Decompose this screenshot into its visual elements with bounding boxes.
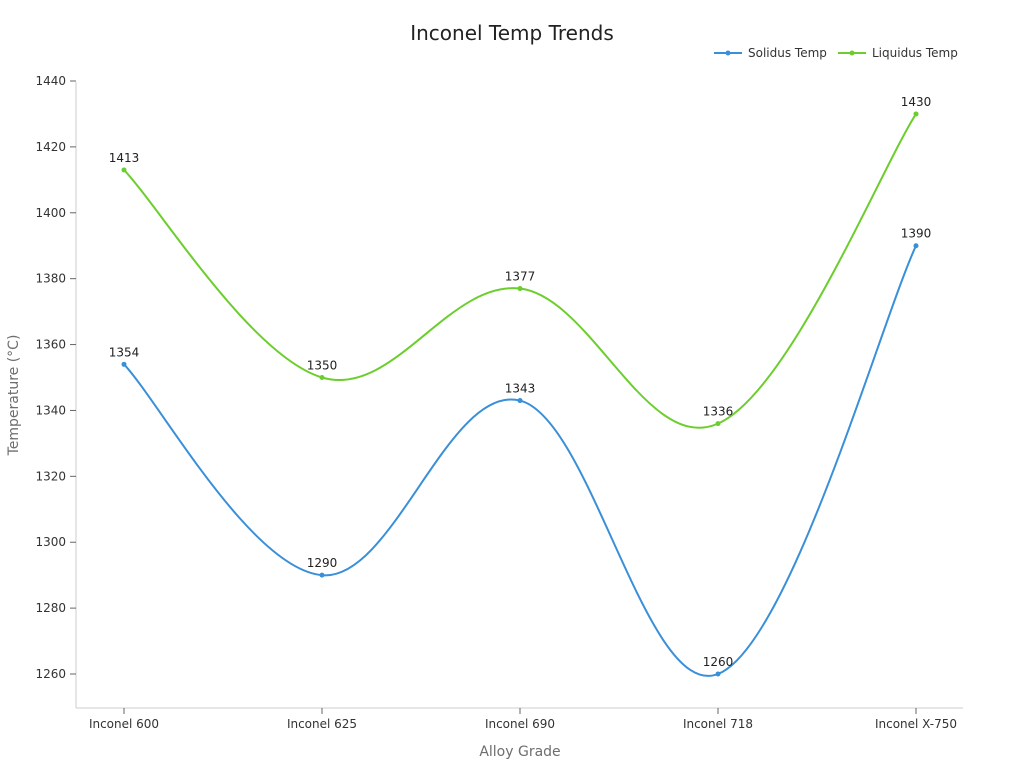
x-axis-title: Alloy Grade: [479, 744, 560, 760]
legend-item-solidus-temp[interactable]: Solidus Temp: [714, 46, 827, 60]
data-point[interactable]: [913, 243, 919, 249]
data-point[interactable]: [121, 167, 127, 173]
y-axis-title: Temperature (°C): [6, 335, 22, 457]
data-label: 1354: [109, 345, 140, 359]
data-point[interactable]: [319, 375, 325, 380]
data-label: 1430: [901, 95, 932, 109]
legend-swatch-dot: [849, 50, 855, 56]
data-label: 1377: [505, 270, 536, 284]
y-tick-label: 1260: [35, 667, 66, 681]
data-point[interactable]: [517, 286, 523, 292]
legend-label: Liquidus Temp: [872, 46, 958, 60]
data-label: 1413: [109, 151, 140, 165]
legend-label: Solidus Temp: [748, 46, 827, 60]
y-tick-label: 1440: [35, 74, 66, 88]
x-tick-label: Inconel 625: [287, 717, 357, 731]
data-point[interactable]: [517, 398, 523, 404]
y-tick-label: 1280: [35, 601, 66, 615]
data-label: 1290: [307, 556, 338, 570]
data-label: 1343: [505, 382, 536, 396]
series-line: [123, 113, 917, 429]
y-tick-label: 1380: [35, 272, 66, 286]
chart-title: Inconel Temp Trends: [410, 21, 614, 45]
y-tick-label: 1340: [35, 403, 66, 417]
x-tick-label: Inconel 690: [485, 717, 555, 731]
y-tick-label: 1420: [35, 140, 66, 154]
y-tick-label: 1400: [35, 206, 66, 220]
series-solidus-temp: 1354 1290 1343 1260 1390: [109, 227, 932, 677]
y-axis-ticks: 1260 1280 1300 1320 1340 1360 1380 1400 1420 1440: [35, 74, 76, 681]
series-liquidus-temp: 1413 1350 1377 1336 1430: [109, 95, 932, 429]
data-label: 1336: [703, 405, 734, 419]
legend: Solidus Temp Liquidus Temp: [714, 46, 958, 60]
legend-item-liquidus-temp[interactable]: Liquidus Temp: [838, 46, 958, 60]
data-point[interactable]: [913, 111, 919, 117]
data-point[interactable]: [319, 572, 325, 578]
x-axis-ticks: Inconel 600 Inconel 625 Inconel 690 Inconel…: [89, 708, 957, 731]
y-tick-label: 1300: [35, 535, 66, 549]
x-tick-label: Inconel 718: [683, 717, 753, 731]
legend-swatch-dot: [725, 50, 731, 56]
series-layer: 1354 1290 1343 1260 1390 1413 1350 1377 1336 1430: [109, 95, 932, 677]
series-line: [123, 245, 917, 677]
data-point[interactable]: [715, 421, 721, 427]
data-label: 1390: [901, 227, 932, 241]
data-point[interactable]: [121, 361, 127, 367]
data-label: 1350: [307, 359, 338, 373]
y-tick-label: 1320: [35, 469, 66, 483]
data-label: 1260: [703, 655, 734, 669]
y-tick-label: 1360: [35, 338, 66, 352]
data-point[interactable]: [715, 671, 721, 677]
x-tick-label: Inconel X-750: [875, 717, 957, 731]
x-tick-label: Inconel 600: [89, 717, 159, 731]
